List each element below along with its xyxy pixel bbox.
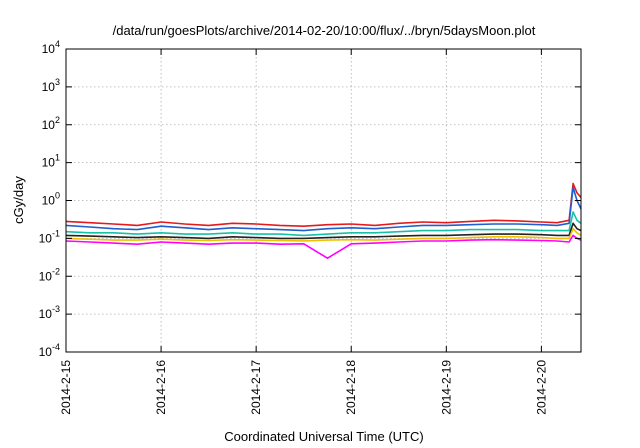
series-line-1: [65, 182, 582, 227]
y-tick-label: 10-4: [39, 342, 60, 359]
y-tick-label: 101: [42, 153, 60, 170]
series-line-5: [65, 227, 582, 242]
y-tick-label: 10-2: [39, 266, 60, 283]
y-tick-label: 103: [42, 77, 60, 94]
y-tick-label: 10-3: [39, 304, 60, 321]
x-tick-label: 2014-2-19: [439, 360, 453, 415]
y-tick-label: 10-1: [39, 228, 60, 245]
series-lines: [65, 182, 582, 260]
series-line-3: [65, 211, 582, 237]
grid: [66, 49, 581, 352]
x-tick-label: 2014-2-20: [534, 360, 548, 415]
x-tick-label: 2014-2-16: [154, 360, 168, 415]
y-tick-label: 102: [42, 115, 60, 132]
x-tick-label: 2014-2-17: [249, 360, 263, 415]
y-tick-label: 104: [42, 39, 60, 56]
x-axis: 2014-2-15 2014-2-16 2014-2-17 2014-2-18 2014…: [59, 49, 548, 415]
y-axis-label: cGy/day: [11, 176, 26, 224]
series-line-4: [65, 222, 582, 240]
series-line-2: [65, 186, 582, 232]
y-tick-label: 100: [42, 191, 60, 208]
x-axis-label: Coordinated Universal Time (UTC): [224, 429, 423, 444]
chart-title: /data/run/goesPlots/archive/2014-02-20/1…: [113, 23, 536, 38]
x-tick-label: 2014-2-15: [59, 360, 73, 415]
y-axis: 104 103 102 101 100 10-1 10-2 10-3 10-4: [39, 39, 581, 359]
series-line-6: [65, 234, 582, 260]
x-tick-label: 2014-2-18: [344, 360, 358, 415]
